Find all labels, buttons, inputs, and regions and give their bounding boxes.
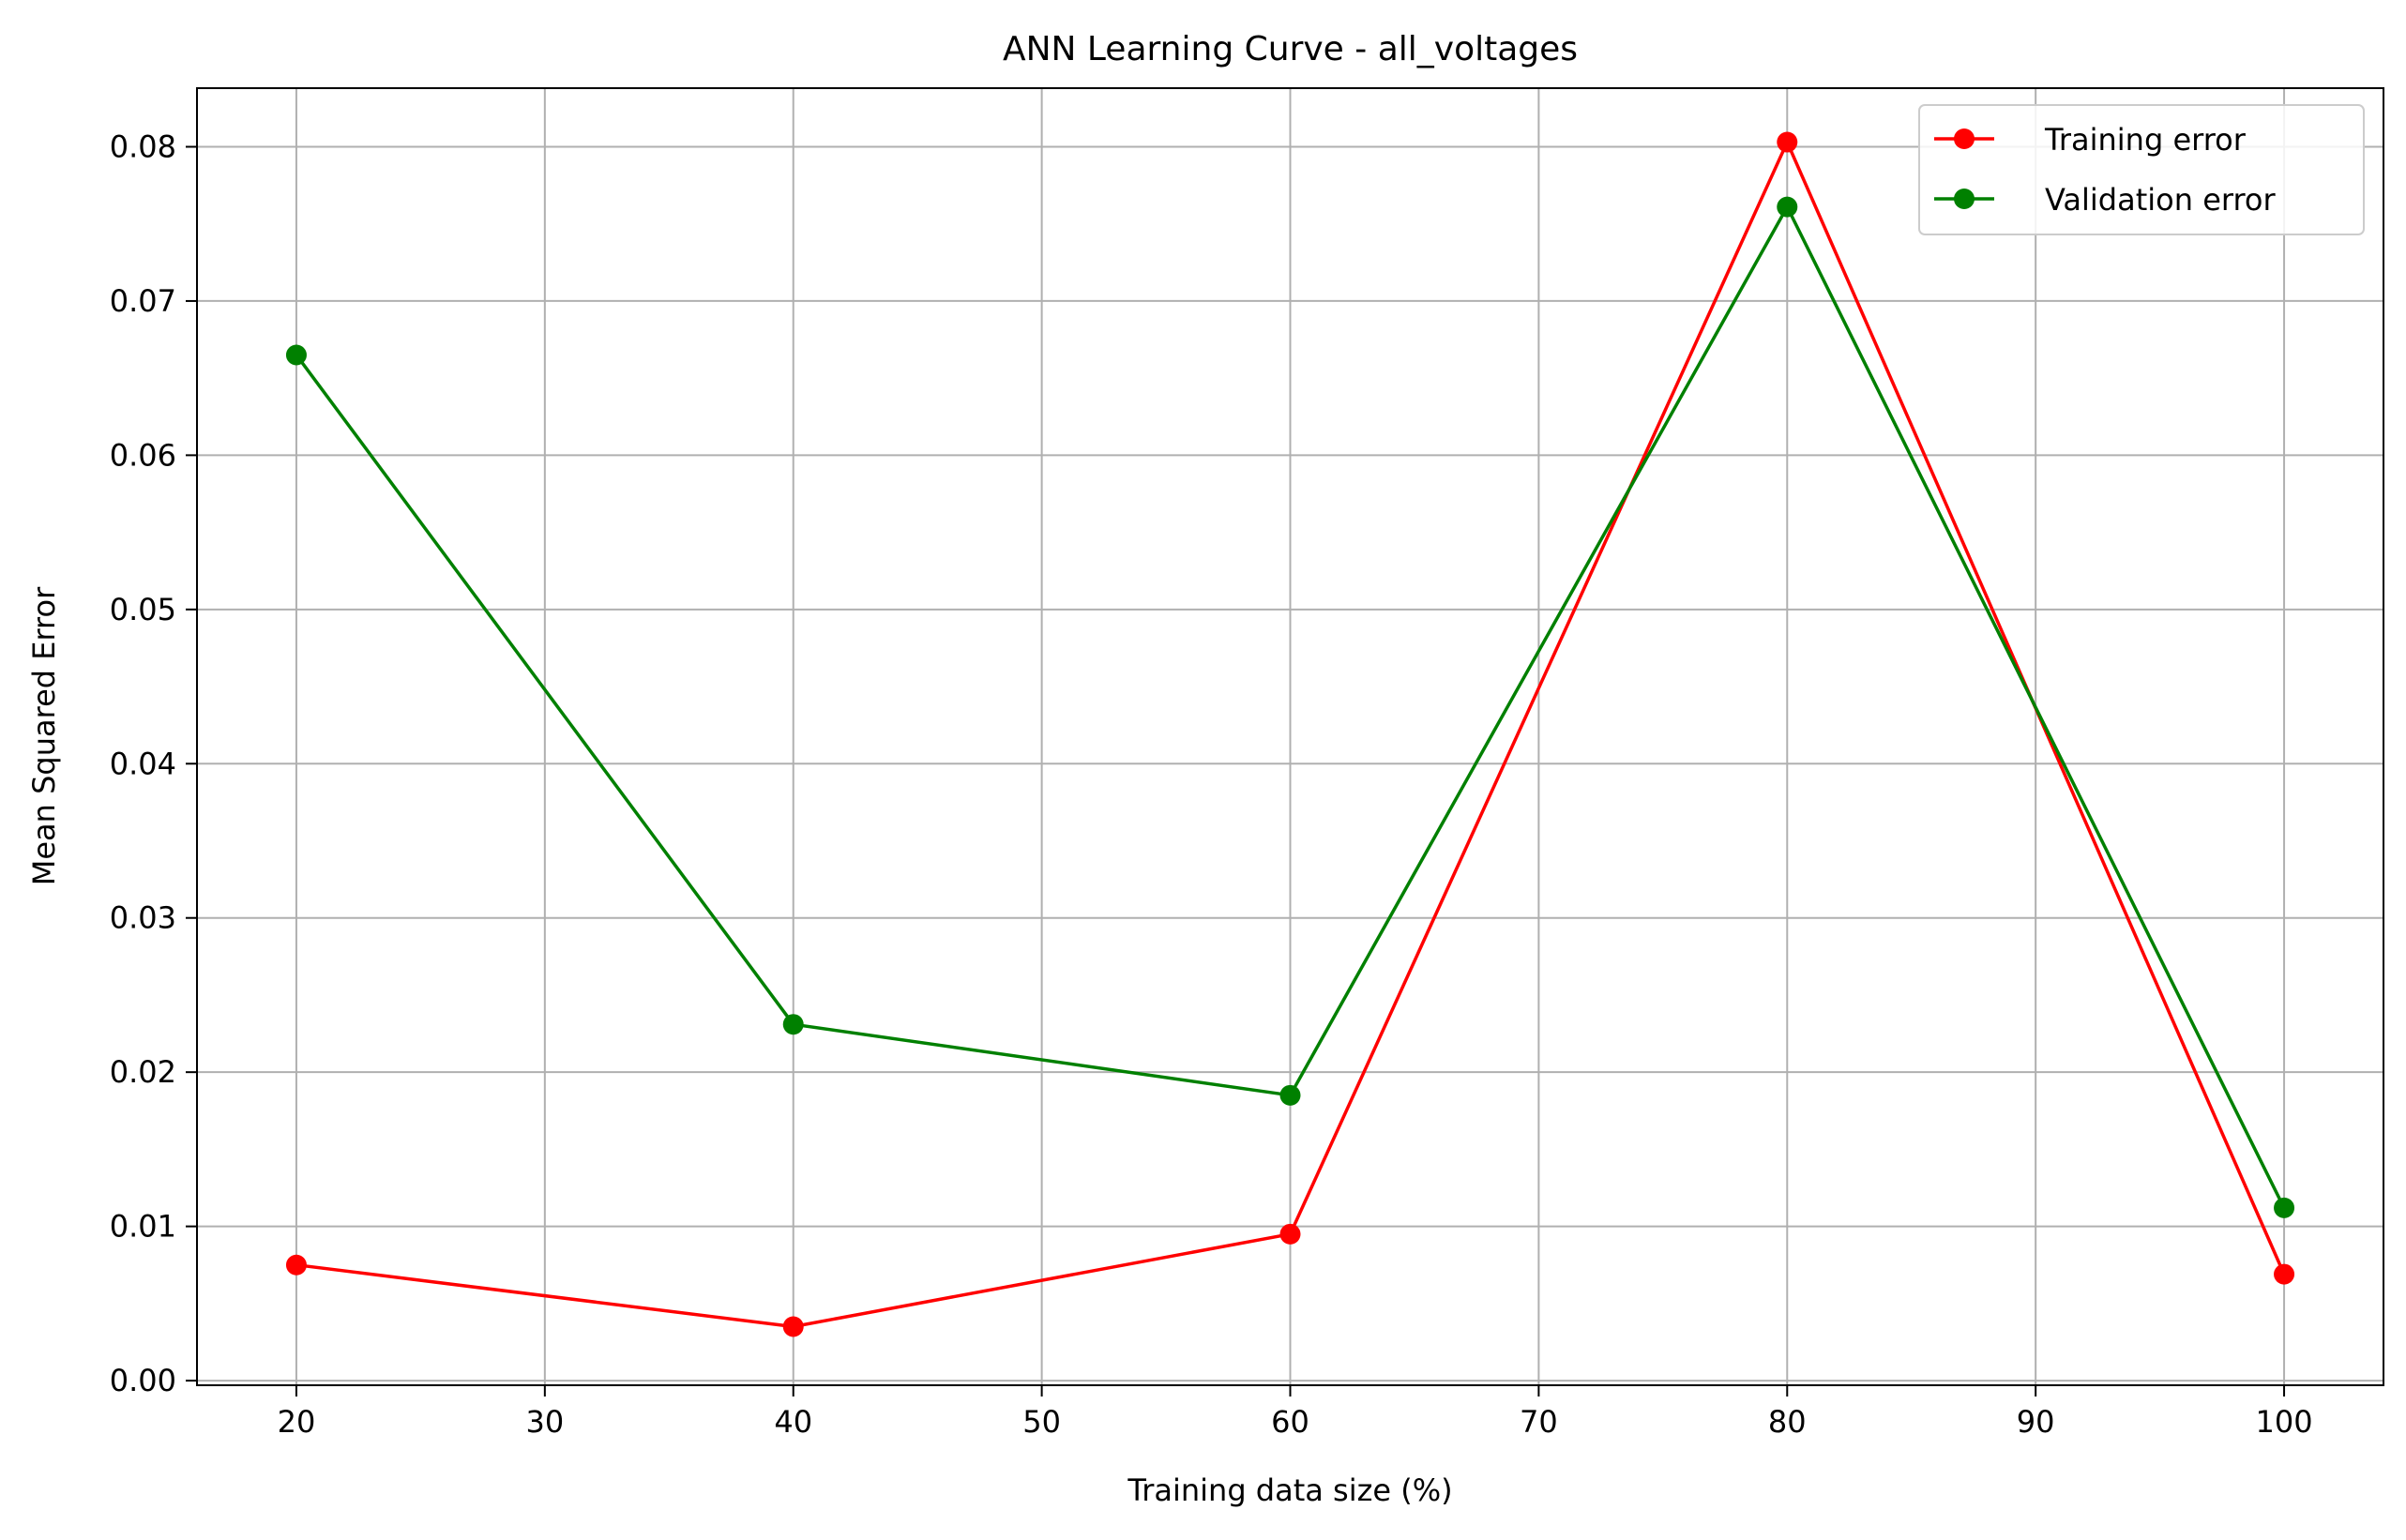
legend-training-label: Training error — [2044, 122, 2247, 158]
y-tick-label: 0.06 — [110, 437, 176, 473]
x-tick-label: 20 — [278, 1404, 316, 1440]
x-tick-label: 30 — [525, 1404, 564, 1440]
legend-validation-label: Validation error — [2045, 182, 2277, 218]
data-point-series-1 — [285, 344, 307, 366]
legend-validation-marker — [1954, 189, 1975, 209]
y-axis-label: Mean Squared Error — [26, 586, 62, 885]
legend-box — [1918, 104, 2365, 235]
x-tick-label: 80 — [1768, 1404, 1807, 1440]
legend-training-marker — [1954, 128, 1975, 149]
data-point-series-0 — [1777, 131, 1798, 153]
y-tick-label: 0.02 — [110, 1054, 176, 1090]
x-tick-label: 60 — [1271, 1404, 1309, 1440]
x-tick-label: 90 — [2017, 1404, 2055, 1440]
ticks: 20 30 40 50 60 70 80 90 100 0.00 0.01 0.02 0.03 0.04 0… — [110, 128, 2313, 1440]
data-point-series-1 — [1777, 196, 1798, 218]
x-tick-label: 50 — [1022, 1404, 1061, 1440]
series-layer — [285, 131, 2295, 1337]
legend: Training error Validation error — [1918, 104, 2365, 235]
y-tick-label: 0.05 — [110, 592, 176, 627]
data-point-series-0 — [2274, 1263, 2295, 1285]
y-tick-label: 0.03 — [110, 900, 176, 936]
data-point-series-1 — [2274, 1197, 2295, 1218]
x-tick-label: 100 — [2256, 1404, 2313, 1440]
y-tick-label: 0.00 — [110, 1363, 176, 1398]
y-tick-label: 0.04 — [110, 746, 176, 781]
x-tick-label: 70 — [1520, 1404, 1558, 1440]
y-tick-label: 0.07 — [110, 283, 176, 319]
chart-title: ANN Learning Curve - all_voltages — [1003, 30, 1578, 68]
data-point-series-1 — [1279, 1084, 1301, 1106]
y-tick-label: 0.08 — [110, 128, 176, 164]
y-tick-label: 0.01 — [110, 1209, 176, 1245]
data-point-series-0 — [782, 1316, 804, 1337]
x-tick-label: 40 — [774, 1404, 812, 1440]
data-point-series-1 — [782, 1014, 804, 1035]
data-point-series-0 — [285, 1254, 307, 1276]
x-axis-label: Training data size (%) — [1127, 1472, 1452, 1508]
data-point-series-0 — [1279, 1223, 1301, 1245]
